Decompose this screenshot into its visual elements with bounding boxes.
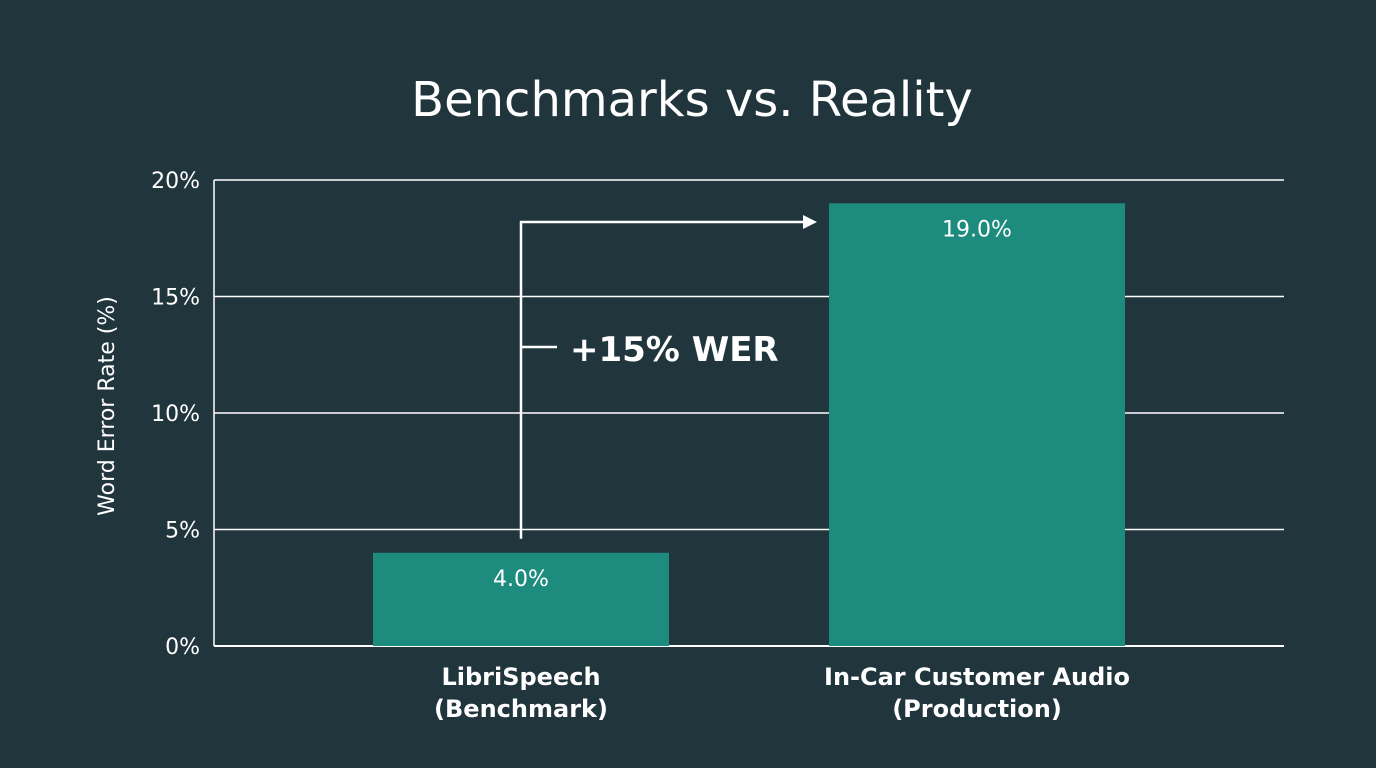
y-axis-label: Word Error Rate (%) <box>95 296 120 516</box>
y-tick-label: 20% <box>151 169 200 194</box>
annotation: +15% WER <box>519 215 817 539</box>
category-label: In-Car Customer Audio <box>824 663 1130 691</box>
category-label: LibriSpeech <box>441 663 600 691</box>
y-tick-label: 5% <box>165 519 200 544</box>
bar-value-label: 4.0% <box>493 567 549 592</box>
annotation-arrowhead <box>803 215 817 229</box>
bar <box>829 203 1125 647</box>
category-label: (Production) <box>892 695 1062 723</box>
y-tick-label: 15% <box>151 286 200 311</box>
bar-value-label: 19.0% <box>942 217 1012 242</box>
y-tick-label: 0% <box>165 635 200 660</box>
chart-title: Benchmarks vs. Reality <box>411 72 973 128</box>
annotation-label: +15% WER <box>570 330 779 370</box>
y-tick-labels: 0% 5% 10% 15% 20% <box>151 169 200 660</box>
bars: 4.0% 19.0% <box>373 203 1125 647</box>
y-tick-label: 10% <box>151 402 200 427</box>
annotation-arrow-line <box>519 220 805 539</box>
category-labels: LibriSpeech (Benchmark) In-Car Customer Au… <box>434 663 1130 723</box>
category-label: (Benchmark) <box>434 695 608 723</box>
bar <box>373 552 669 646</box>
